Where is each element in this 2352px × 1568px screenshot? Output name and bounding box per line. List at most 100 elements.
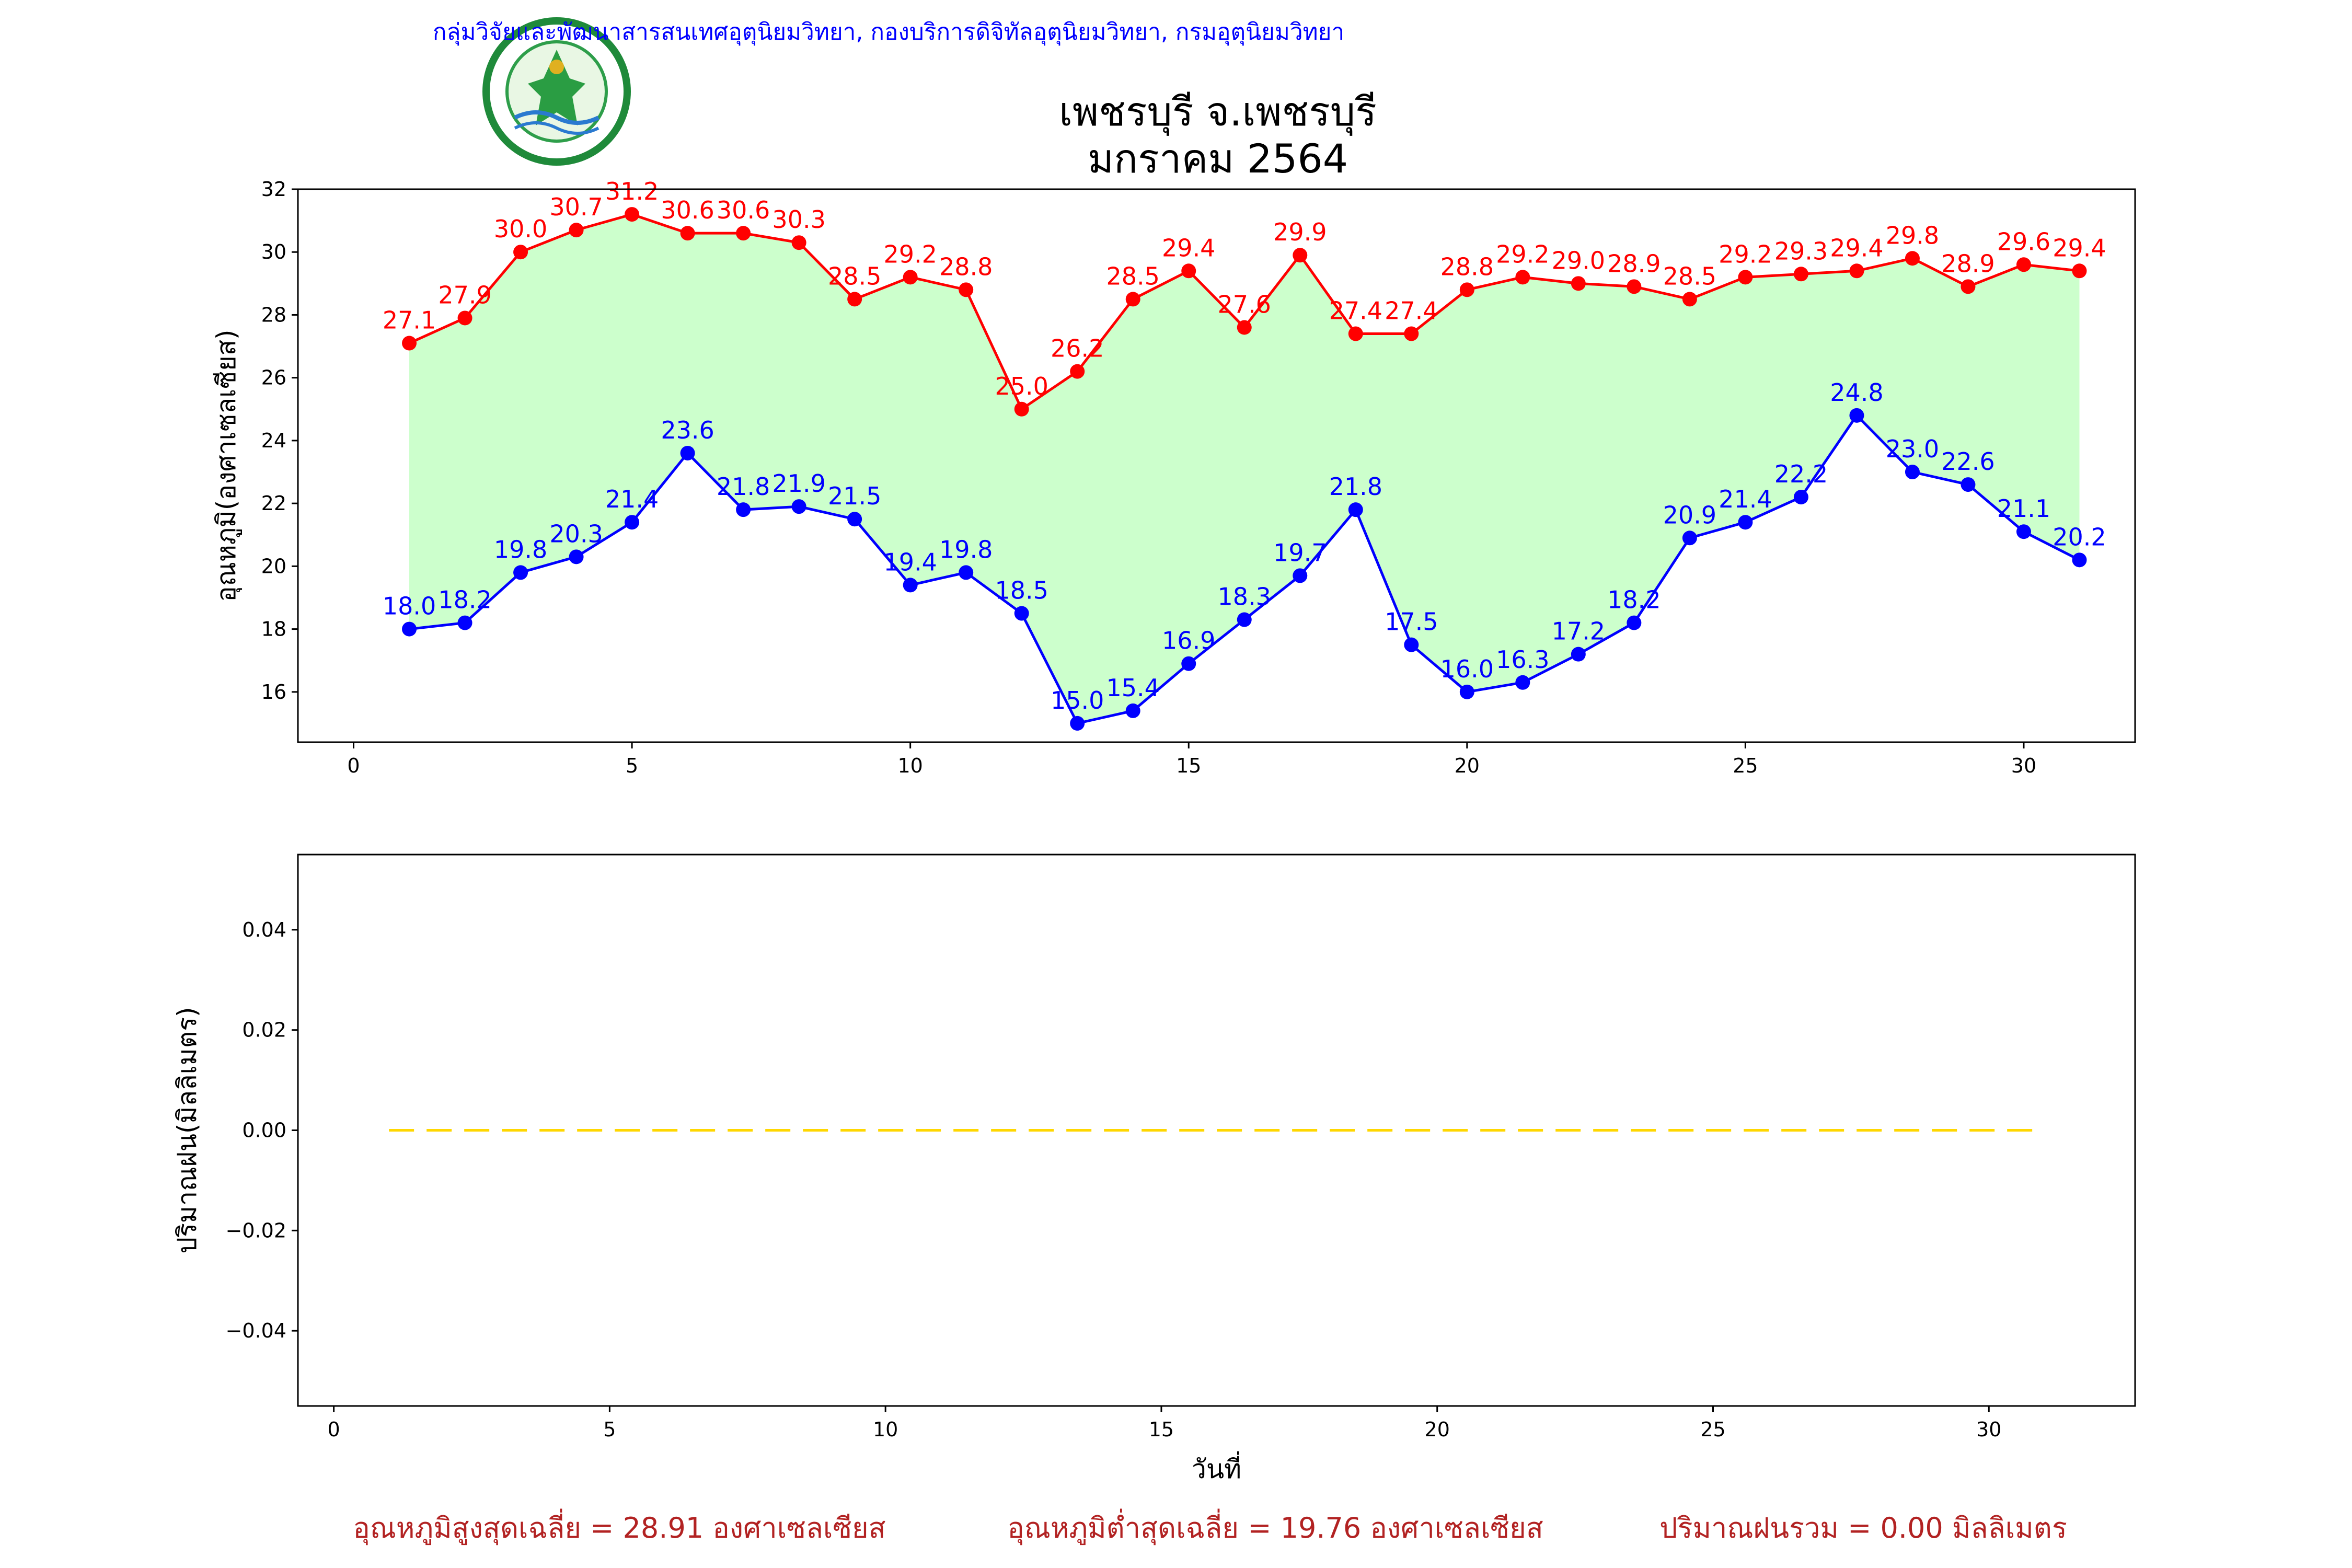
min-temperature-label: 16.9 bbox=[1162, 627, 1215, 655]
rainfall-chart: 0 5 10 15 20 25 30 −0.04 −0.02 0.00 0.02 0.04 ปริม… bbox=[172, 854, 2136, 1484]
max-temperature-label: 30.0 bbox=[494, 215, 547, 243]
min-temperature-label: 21.5 bbox=[828, 482, 881, 510]
y-tick-label: 18 bbox=[261, 618, 286, 641]
min-temperature-label: 17.2 bbox=[1552, 617, 1605, 645]
min-temperature-label: 21.1 bbox=[1997, 494, 2050, 523]
chart-title-line2: มกราคม 2564 bbox=[1088, 135, 1348, 182]
min-temperature-point bbox=[1404, 637, 1419, 652]
min-temperature-point bbox=[2072, 552, 2087, 568]
max-temperature-label: 29.4 bbox=[1830, 234, 1883, 262]
min-temperature-point bbox=[1682, 531, 1697, 546]
max-temperature-point bbox=[1348, 326, 1363, 341]
min-temperature-point bbox=[457, 615, 472, 630]
y-tick-label: 0.04 bbox=[242, 918, 286, 941]
max-temperature-label: 30.3 bbox=[772, 205, 825, 234]
temperature-chart: 0 5 10 15 20 25 30 16 18 20 22 24 26 28 30 32 27.127.9… bbox=[211, 177, 2136, 777]
temperature-y-axis-label: อุณหภูมิ(องศาเซลเซียส) bbox=[211, 329, 242, 602]
logo-water-wave bbox=[514, 110, 599, 125]
min-temperature-point bbox=[1070, 716, 1085, 731]
max-temperature-point bbox=[1181, 263, 1196, 279]
temperature-x-axis: 0 5 10 15 20 25 30 bbox=[347, 742, 2036, 777]
min-temperature-point bbox=[1125, 703, 1140, 718]
max-temperature-label: 30.6 bbox=[661, 196, 714, 224]
min-temperature-label: 17.5 bbox=[1385, 608, 1438, 636]
max-temperature-point bbox=[1682, 292, 1697, 307]
max-temperature-label: 29.2 bbox=[1496, 240, 1549, 268]
y-tick-label: 28 bbox=[261, 303, 286, 326]
max-temperature-point bbox=[1459, 282, 1474, 297]
max-temperature-point bbox=[1237, 320, 1252, 335]
max-temperature-point bbox=[457, 310, 472, 326]
min-temperature-point bbox=[625, 515, 640, 530]
y-tick-label: 22 bbox=[261, 492, 286, 515]
max-temperature-point bbox=[1793, 267, 1808, 282]
x-tick-label: 25 bbox=[1700, 1418, 1725, 1441]
min-temperature-label: 18.3 bbox=[1218, 583, 1271, 611]
max-temperature-point bbox=[959, 282, 974, 297]
max-temperature-label: 28.5 bbox=[1663, 262, 1716, 290]
summary-rain-total: ปริมาณฝนรวม = 0.00 มิลลิเมตร bbox=[1659, 1512, 2067, 1544]
min-temperature-label: 23.0 bbox=[1886, 435, 1939, 463]
max-temperature-label: 27.4 bbox=[1329, 297, 1382, 325]
rainfall-x-axis-label: วันที่ bbox=[1192, 1451, 1241, 1484]
y-tick-label: 20 bbox=[261, 555, 286, 578]
max-temperature-point bbox=[513, 245, 528, 260]
min-temperature-label: 20.2 bbox=[2053, 523, 2106, 551]
rainfall-plot-frame bbox=[297, 854, 2136, 1407]
max-temperature-label: 30.7 bbox=[549, 193, 603, 221]
max-temperature-label: 28.5 bbox=[1106, 262, 1160, 290]
max-temperature-label: 28.5 bbox=[828, 262, 881, 290]
max-temperature-point bbox=[1961, 279, 1976, 294]
min-temperature-point bbox=[680, 445, 695, 460]
max-temperature-label: 29.9 bbox=[1273, 218, 1327, 246]
min-temperature-point bbox=[1348, 502, 1363, 517]
max-temperature-label: 29.8 bbox=[1886, 221, 1939, 249]
min-temperature-label: 15.0 bbox=[1051, 686, 1104, 714]
temperature-range-fill bbox=[409, 214, 2080, 723]
min-temperature-label: 19.8 bbox=[494, 535, 547, 563]
y-tick-label: −0.02 bbox=[226, 1219, 286, 1242]
y-tick-label: −0.04 bbox=[226, 1319, 286, 1342]
max-temperature-label: 25.0 bbox=[995, 372, 1048, 400]
x-tick-label: 10 bbox=[873, 1418, 898, 1441]
max-temperature-point bbox=[625, 207, 640, 222]
min-temperature-point bbox=[402, 621, 417, 637]
min-temperature-label: 21.4 bbox=[1719, 485, 1772, 513]
y-tick-label: 16 bbox=[261, 681, 286, 704]
max-temperature-label: 30.6 bbox=[717, 196, 770, 224]
max-temperature-point bbox=[569, 223, 584, 238]
max-temperature-point bbox=[1571, 276, 1586, 291]
min-temperature-label: 15.4 bbox=[1106, 674, 1160, 702]
min-temperature-label: 24.8 bbox=[1830, 378, 1883, 407]
min-temperature-label: 16.0 bbox=[1440, 655, 1494, 683]
logo bbox=[482, 17, 631, 166]
min-temperature-point bbox=[1237, 612, 1252, 627]
max-temperature-label: 29.0 bbox=[1552, 246, 1605, 274]
min-temperature-point bbox=[1014, 606, 1029, 621]
x-tick-label: 10 bbox=[897, 754, 923, 777]
rainfall-y-axis-label: ปริมาณฝน(มิลลิเมตร) bbox=[172, 1007, 202, 1253]
x-tick-label: 15 bbox=[1176, 754, 1201, 777]
min-temperature-label: 18.2 bbox=[438, 586, 491, 614]
max-temperature-label: 28.9 bbox=[1607, 249, 1661, 278]
min-temperature-point bbox=[1459, 684, 1474, 699]
max-temperature-points bbox=[402, 207, 2087, 417]
max-temperature-point bbox=[680, 226, 695, 241]
y-tick-label: 26 bbox=[261, 366, 286, 389]
max-temperature-label: 27.6 bbox=[1218, 291, 1271, 319]
min-temperature-point bbox=[1793, 490, 1808, 505]
rainfall-x-axis: 0 5 10 15 20 25 30 bbox=[328, 1406, 2001, 1441]
max-temperature-label: 29.6 bbox=[1997, 227, 2050, 256]
min-temperature-point bbox=[2016, 524, 2031, 539]
min-temperature-point bbox=[847, 512, 862, 527]
min-temperature-point bbox=[1849, 408, 1864, 423]
min-temperature-point bbox=[1961, 477, 1976, 492]
max-temperature-label: 26.2 bbox=[1051, 335, 1104, 363]
max-temperature-point bbox=[1738, 270, 1753, 285]
min-temperature-label: 19.4 bbox=[883, 548, 937, 576]
x-tick-label: 0 bbox=[328, 1418, 340, 1441]
max-temperature-point bbox=[736, 226, 751, 241]
max-temperature-labels: 27.127.930.030.731.230.6 30.6 30.328.529.2… bbox=[383, 177, 2106, 400]
min-temperature-label: 22.2 bbox=[1774, 460, 1828, 488]
